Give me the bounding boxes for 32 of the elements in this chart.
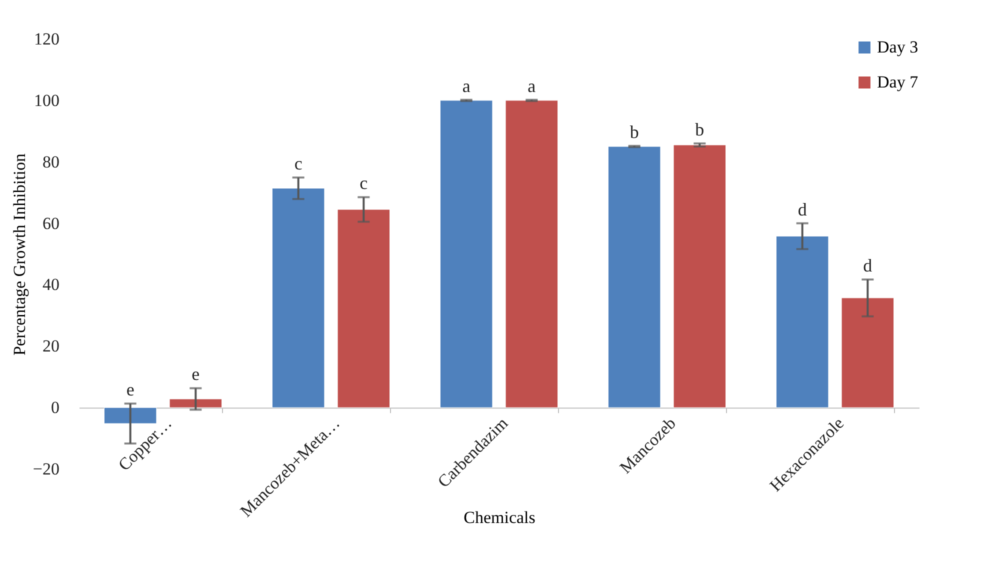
legend-label: Day 7 <box>877 72 919 92</box>
data-label: b <box>695 119 704 140</box>
y-tick-label: 60 <box>42 214 60 233</box>
y-tick-label: 120 <box>34 30 60 48</box>
y-tick-label: 20 <box>42 336 60 356</box>
bar <box>337 209 390 408</box>
bar <box>440 100 493 408</box>
data-label: a <box>462 76 470 96</box>
bar <box>776 236 829 408</box>
data-label: b <box>630 122 639 142</box>
data-label: d <box>863 255 872 276</box>
data-label: e <box>192 364 200 384</box>
y-axis-title: Percentage Growth Inhibition <box>10 152 29 356</box>
data-label: a <box>528 76 536 96</box>
data-label: c <box>294 154 302 174</box>
bar <box>673 144 726 408</box>
legend-label: Day 3 <box>877 38 918 56</box>
bar <box>104 407 157 424</box>
y-tick-label: 100 <box>34 90 60 110</box>
bar <box>608 146 661 408</box>
y-tick-label: 80 <box>42 152 60 172</box>
x-axis-title: Chemicals <box>464 508 536 527</box>
data-label: d <box>798 199 807 220</box>
bar <box>272 188 325 408</box>
bar <box>841 298 894 408</box>
y-tick-label: 40 <box>42 275 60 294</box>
data-label: e <box>126 380 134 400</box>
y-tick-label: 0 <box>51 398 60 418</box>
bar <box>505 100 558 408</box>
bar <box>169 398 222 408</box>
data-label: c <box>360 173 368 194</box>
y-tick-label: −20 <box>32 460 60 478</box>
